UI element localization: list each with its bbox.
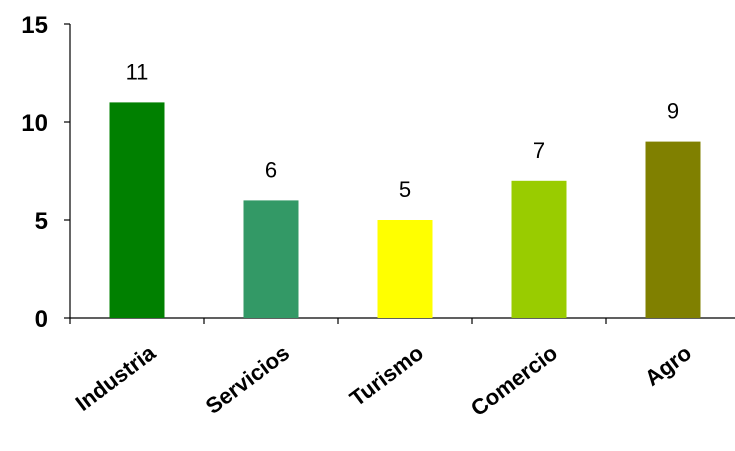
bar-agro xyxy=(645,141,701,318)
data-label-comercio: 7 xyxy=(533,138,545,163)
category-label-turismo: Turismo xyxy=(345,340,428,411)
bar-servicios xyxy=(243,200,299,318)
data-label-servicios: 6 xyxy=(265,157,277,182)
data-label-agro: 9 xyxy=(667,99,679,124)
y-tick-label: 10 xyxy=(21,110,48,137)
category-labels: Industria Servicios Turismo Comercio Agro xyxy=(71,340,696,421)
data-label-industria: 11 xyxy=(126,59,149,84)
bar-turismo xyxy=(377,220,433,318)
data-label-turismo: 5 xyxy=(399,177,411,202)
category-label-servicios: Servicios xyxy=(201,340,294,419)
category-label-comercio: Comercio xyxy=(466,340,562,421)
y-tick-label: 5 xyxy=(35,208,48,235)
y-tick-label: 15 xyxy=(21,12,48,39)
bars xyxy=(109,102,701,319)
y-axis-ticks: 0 5 10 15 xyxy=(21,12,70,333)
data-labels: 11 6 5 7 9 xyxy=(126,59,680,202)
x-axis-ticks xyxy=(69,318,607,324)
category-label-agro: Agro xyxy=(640,340,696,391)
bar-industria xyxy=(109,102,165,319)
category-label-industria: Industria xyxy=(71,340,161,416)
y-tick-label: 0 xyxy=(35,306,48,333)
bar-comercio xyxy=(511,180,567,318)
